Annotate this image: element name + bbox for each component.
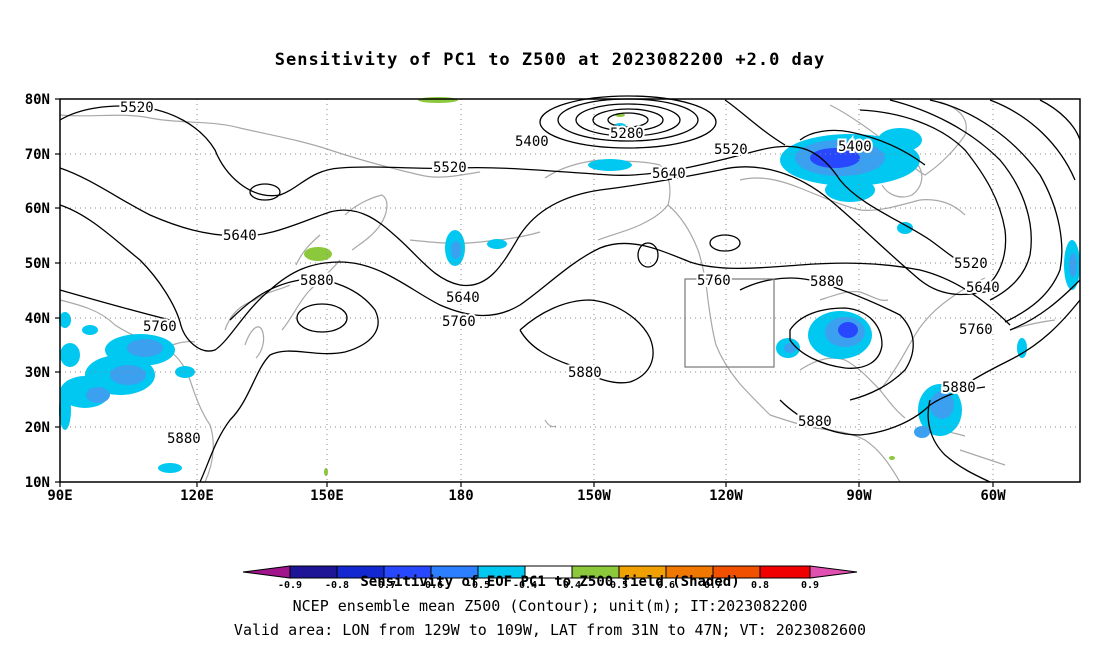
colorbar-tick-label: 0.6	[657, 580, 675, 591]
contour-label: 5400	[515, 134, 549, 150]
valid-area-box	[684, 278, 775, 368]
colorbar: -0.9 -0.8 -0.7 -0.6 -0.5 -0.4 0.4 0.5 0.…	[242, 565, 858, 591]
lat-label: 20N	[25, 420, 50, 436]
axis-ticks	[55, 98, 994, 487]
contour-label: 5880	[810, 274, 844, 290]
colorbar-tick-label: 0.5	[610, 580, 628, 591]
map-frame	[59, 98, 1081, 483]
longitude-labels: 90E 120E 150E 180 150W 120W 90W 60W	[47, 488, 1006, 504]
contour-label: 5640	[446, 290, 480, 306]
z500-contours	[59, 95, 1081, 483]
colorbar-tick-label: 0.7	[704, 580, 722, 591]
colorbar-tick-label: 0.9	[801, 580, 819, 591]
lon-label: 180	[448, 488, 473, 504]
contour-label: 5520	[714, 142, 748, 158]
lon-label: 90W	[846, 488, 872, 504]
chart-title: Sensitivity of PC1 to Z500 at 2023082200…	[274, 50, 826, 70]
colorbar-tick-label: -0.9	[278, 580, 302, 591]
grid-lines	[60, 99, 1080, 482]
lon-label: 90E	[47, 488, 72, 504]
footer-line-1: NCEP ensemble mean Z500 (Contour); unit(…	[292, 597, 808, 615]
contour-label: 5520	[120, 100, 154, 116]
contour-label: 5400	[838, 139, 872, 155]
contour-label-group: 5520 5400 5280 5520 5520 5400 5640 5640 …	[118, 98, 1002, 449]
lat-label: 10N	[25, 475, 50, 491]
contour-label: 5880	[167, 431, 201, 447]
lon-label: 150E	[310, 488, 344, 504]
colorbar-title: Sensitivity of EOF PC1 to Z500 field (Sh…	[360, 574, 740, 590]
contour-label: 5640	[223, 228, 257, 244]
contour-label: 5880	[942, 380, 976, 396]
colorbar-tick-label: -0.6	[419, 580, 443, 591]
colorbar-tick-label: -0.8	[325, 580, 349, 591]
lat-label: 70N	[25, 147, 50, 163]
contour-label: 5760	[697, 273, 731, 289]
contour-label: 5760	[442, 314, 476, 330]
colorbar-tick-label: -0.7	[372, 580, 396, 591]
lat-label: 50N	[25, 256, 50, 272]
contour-label: 5880	[568, 365, 602, 381]
lat-label: 60N	[25, 201, 50, 217]
lat-label: 30N	[25, 365, 50, 381]
footer-line-2: Valid area: LON from 129W to 109W, LAT f…	[233, 621, 867, 639]
lon-label: 120E	[180, 488, 214, 504]
contour-label: 5760	[959, 322, 993, 338]
colorbar-tick-label: -0.5	[466, 580, 490, 591]
lon-label: 120W	[709, 488, 743, 504]
lat-label: 40N	[25, 311, 50, 327]
latitude-labels: 80N 70N 60N 50N 40N 30N 20N 10N	[25, 92, 50, 491]
colorbar-right-arrow	[809, 565, 858, 579]
contour-label: 5880	[300, 273, 334, 289]
contour-label: 5760	[143, 319, 177, 335]
contour-label: 5640	[966, 280, 1000, 296]
colorbar-tick-label: -0.4	[513, 580, 537, 591]
sensitivity-shading	[59, 97, 1080, 476]
contour-label: 5880	[798, 414, 832, 430]
contour-label: 5520	[433, 160, 467, 176]
lon-label: 150W	[577, 488, 611, 504]
contour-label: 5280	[610, 126, 644, 142]
lat-label: 80N	[25, 92, 50, 108]
contour-label: 5520	[954, 256, 988, 272]
colorbar-tick-label: 0.4	[563, 580, 581, 591]
contour-label: 5640	[652, 166, 686, 182]
colorbar-tick-label: 0.8	[751, 580, 769, 591]
lon-label: 60W	[980, 488, 1006, 504]
